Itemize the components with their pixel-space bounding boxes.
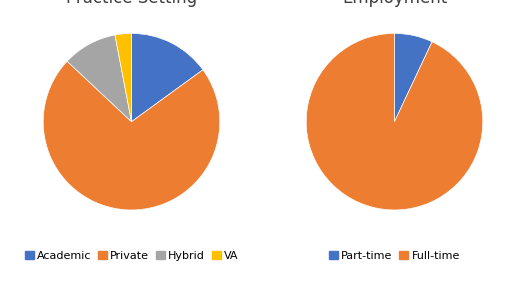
Title: Employment: Employment	[342, 0, 447, 7]
Wedge shape	[394, 33, 432, 122]
Wedge shape	[43, 61, 220, 210]
Title: Practice Setting: Practice Setting	[66, 0, 197, 7]
Legend: Part-time, Full-time: Part-time, Full-time	[325, 246, 464, 265]
Wedge shape	[306, 33, 483, 210]
Wedge shape	[67, 35, 132, 122]
Wedge shape	[132, 33, 203, 122]
Legend: Academic, Private, Hybrid, VA: Academic, Private, Hybrid, VA	[20, 246, 243, 265]
Wedge shape	[115, 33, 132, 122]
